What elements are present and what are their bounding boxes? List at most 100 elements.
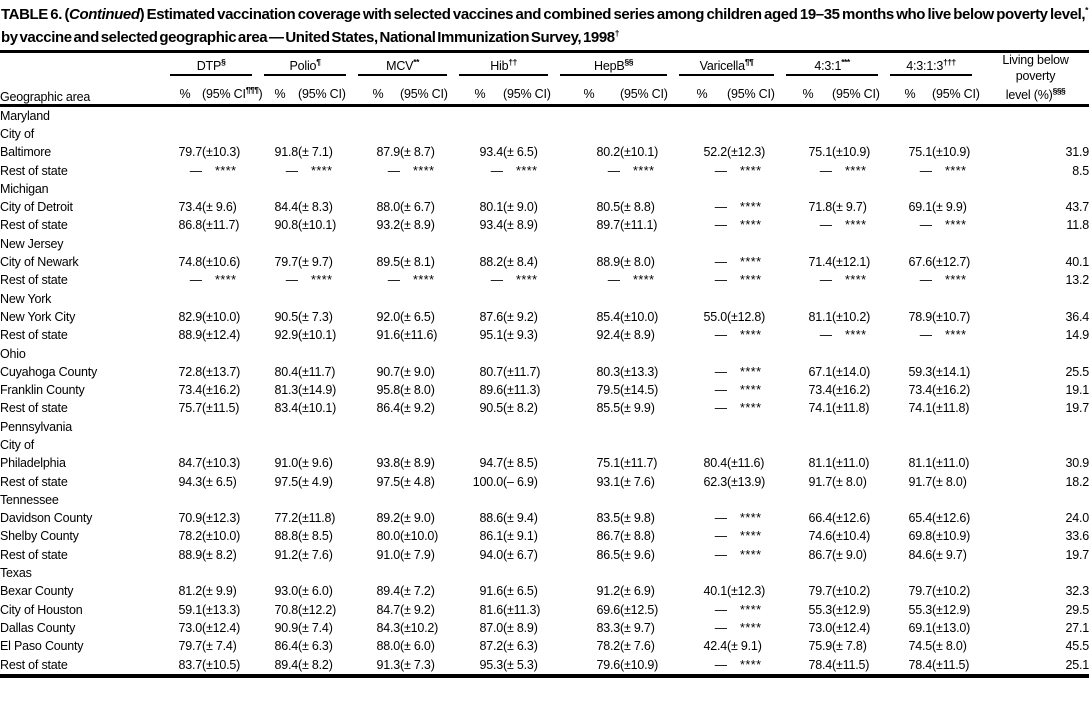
coverage-percent: 91.6	[376, 328, 401, 343]
coverage-percent: 65.4	[908, 511, 933, 526]
empty-cells	[168, 290, 1089, 308]
coverage-percent: 81.1	[908, 456, 933, 471]
coverage-percent: 73.4	[808, 383, 833, 398]
coverage-percent: 88.9	[178, 328, 202, 343]
coverage-percent: 94.7	[479, 456, 504, 471]
poverty-level-value: 25.1	[1065, 657, 1089, 672]
confidence-interval: (± 8.0)	[832, 474, 867, 489]
poverty-level-value: 32.3	[1065, 584, 1089, 599]
confidence-interval: (± 4.8)	[400, 474, 435, 489]
geo-area-label: City of Newark	[0, 255, 79, 270]
confidence-interval: (± 9.6)	[620, 547, 655, 562]
coverage-percent: 89.7	[596, 218, 621, 233]
geo-area-label: Cuyahoga County	[0, 364, 98, 379]
poverty-level-value: 19.1	[1065, 383, 1089, 398]
table-row: Rest of state 86.8 (±11.7) 90.8 (±10.1) 93.2(…	[0, 216, 1089, 234]
coverage-percent: 72.8	[178, 364, 202, 379]
confidence-interval: (±16.2)	[832, 383, 871, 398]
group-header-hib: Hib††	[457, 53, 558, 77]
coverage-percent: 90.5	[274, 309, 299, 324]
confidence-interval: (±13.3)	[620, 364, 659, 379]
coverage-percent: 80.7	[479, 364, 504, 379]
table-row: Ohio	[0, 345, 1089, 363]
confidence-interval: (±14.9)	[298, 383, 337, 398]
coverage-percent: 89.5	[376, 255, 401, 270]
footnote-marker-asterisk: *	[1085, 5, 1088, 15]
poverty-level-value: 43.7	[1065, 200, 1089, 215]
confidence-interval: (± 9.4)	[503, 511, 538, 526]
coverage-percent: 87.6	[479, 309, 504, 324]
pct-header-hepb: %	[558, 76, 621, 107]
table-row: New Jersey	[0, 235, 1089, 253]
confidence-interval: (± 9.9)	[620, 401, 655, 416]
table-row: Philadelphia 84.7 (±10.3) 91.0 (± 9.6) 93.8 (±…	[0, 454, 1089, 472]
pct-header-dtp: %	[168, 76, 202, 107]
confidence-interval: (±10.9)	[832, 145, 871, 160]
geo-area-label: City of	[0, 438, 35, 452]
pct-header-mcv: %	[356, 76, 401, 107]
confidence-interval: ****	[845, 163, 867, 178]
coverage-percent: 93.4	[479, 145, 504, 160]
coverage-percent: —	[714, 200, 728, 215]
coverage-percent: 59.3	[908, 364, 933, 379]
geo-area-label: El Paso County	[0, 639, 84, 654]
coverage-percent: 97.5	[274, 474, 299, 489]
confidence-interval: (± 7.9)	[400, 547, 435, 562]
coverage-percent: 95.1	[479, 328, 504, 343]
coverage-percent: 80.2	[596, 145, 621, 160]
confidence-interval: (± 8.9)	[503, 218, 538, 233]
coverage-percent: 71.8	[808, 200, 833, 215]
confidence-interval: (± 8.7)	[400, 145, 435, 160]
coverage-percent: 91.8	[274, 145, 299, 160]
confidence-interval: (±12.9)	[832, 602, 871, 617]
coverage-percent: 80.3	[596, 364, 621, 379]
coverage-percent: 69.6	[596, 602, 621, 617]
coverage-percent: —	[285, 163, 299, 178]
geo-area-label: Rest of state	[0, 474, 68, 489]
confidence-interval: (± 9.2)	[400, 401, 435, 416]
coverage-percent: —	[819, 273, 833, 288]
coverage-percent: 92.0	[376, 309, 401, 324]
geo-area-label: Dallas County	[0, 620, 76, 635]
coverage-percent: 74.1	[808, 401, 833, 416]
coverage-percent: 83.7	[178, 657, 202, 672]
confidence-interval: ****	[845, 328, 867, 343]
confidence-interval: (± 8.0)	[400, 383, 435, 398]
coverage-percent: 55.3	[908, 602, 933, 617]
confidence-interval: (± 8.1)	[400, 255, 435, 270]
coverage-percent: 80.0	[376, 529, 401, 544]
geo-area-label: Bexar County	[0, 584, 74, 599]
poverty-level-value: 45.5	[1065, 639, 1089, 654]
ci-header-hib: (95% CI)	[503, 76, 559, 107]
empty-cells	[168, 125, 1089, 143]
coverage-percent: 90.9	[274, 620, 299, 635]
confidence-interval: (±16.2)	[202, 383, 241, 398]
confidence-interval: (±11.0)	[932, 456, 970, 471]
coverage-percent: —	[490, 273, 504, 288]
geo-area-label: Ohio	[0, 346, 26, 361]
vaccination-coverage-table: Geographic area DTP§ Polio¶ MCV** Hib†† …	[0, 53, 1089, 678]
confidence-interval: (± 8.8)	[620, 200, 655, 215]
coverage-percent: —	[714, 401, 728, 416]
horizontal-rule	[0, 50, 1089, 53]
confidence-interval: (± 8.0)	[932, 474, 967, 489]
ci-header-431: (95% CI)	[832, 76, 889, 107]
poverty-level-value: 14.9	[1065, 328, 1089, 343]
coverage-percent: —	[490, 163, 504, 178]
geo-area-label: New York	[0, 291, 52, 306]
coverage-percent: 93.1	[596, 474, 621, 489]
table-row: City of Newark 74.8 (±10.6) 79.7 (± 9.7) 89.5…	[0, 253, 1089, 271]
empty-cells	[168, 345, 1089, 363]
group-header-431: 4:3:1***	[784, 53, 888, 77]
confidence-interval: (±11.5)	[202, 401, 240, 416]
geo-area-label: Rest of state	[0, 657, 68, 672]
coverage-percent: —	[714, 620, 728, 635]
coverage-percent: 78.4	[908, 657, 933, 672]
confidence-interval: (±12.8)	[727, 309, 766, 324]
coverage-percent: 91.0	[376, 547, 401, 562]
coverage-percent: 79.7	[178, 145, 202, 160]
coverage-percent: 92.4	[596, 328, 621, 343]
pct-header-varicella: %	[677, 76, 728, 107]
coverage-percent: —	[714, 364, 728, 379]
ci-header-dtp: (95% CI¶¶¶)	[202, 76, 263, 107]
